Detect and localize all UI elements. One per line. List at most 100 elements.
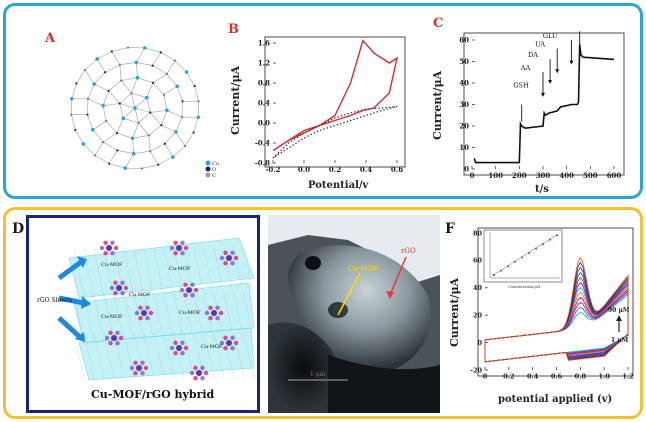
mof-node xyxy=(230,345,235,351)
rgo-sheets xyxy=(68,237,255,381)
cu-atom xyxy=(69,96,74,101)
bond xyxy=(134,107,151,113)
sheet-mesh xyxy=(93,292,105,344)
mof-node xyxy=(230,250,235,256)
bond xyxy=(111,51,121,65)
bond xyxy=(194,85,199,102)
bond xyxy=(184,132,194,147)
atom xyxy=(86,97,90,100)
bond xyxy=(108,80,122,92)
mof-node xyxy=(218,310,224,316)
sheet-mesh xyxy=(163,247,175,299)
cu-mof-label-4: Cu-MOF xyxy=(101,314,123,320)
x-tick-label: 200 xyxy=(512,171,527,180)
sheet-mesh xyxy=(83,332,95,379)
bond xyxy=(134,97,147,109)
bond xyxy=(87,84,95,99)
mof-node xyxy=(173,340,178,346)
hybrid-illustration-box: rGO Sheets Cu-MOF Cu-MOF Cu-MOF Cu-MOF C… xyxy=(26,215,260,413)
bond xyxy=(134,107,139,123)
atom xyxy=(140,167,144,170)
x-tick-label: 100 xyxy=(488,171,503,180)
mof-center xyxy=(186,287,192,293)
conc-low-label: 1 μM xyxy=(611,337,629,344)
inset-fit-line xyxy=(491,233,559,277)
bond xyxy=(131,92,147,98)
bond xyxy=(152,73,168,84)
sheet-mesh xyxy=(143,247,155,299)
atom xyxy=(115,131,119,135)
mof-node xyxy=(145,315,150,321)
cu-mof-label-5: Cu-MOF xyxy=(179,310,201,316)
bond xyxy=(92,129,104,143)
atom xyxy=(75,82,78,85)
top-panel-frame xyxy=(3,3,643,199)
bond xyxy=(84,69,95,85)
bond xyxy=(132,122,139,139)
mof-node xyxy=(180,350,185,356)
mof-node xyxy=(190,292,195,298)
bond xyxy=(71,83,77,99)
bond xyxy=(136,47,146,63)
mof-center xyxy=(116,285,122,291)
bond xyxy=(175,117,183,132)
atom xyxy=(102,141,105,144)
bond xyxy=(102,90,109,106)
atom xyxy=(193,84,196,88)
sheet-mesh xyxy=(173,332,185,379)
mof-node xyxy=(219,255,225,261)
bond xyxy=(97,51,112,60)
cu-mof-pointer xyxy=(337,272,361,316)
inset-point xyxy=(549,238,551,241)
annotation-group: GSHAADAUAGLUGSH xyxy=(513,31,581,122)
bond xyxy=(166,110,183,118)
mof-node xyxy=(120,280,125,286)
mof-node xyxy=(133,360,138,366)
mof-node xyxy=(208,315,213,321)
y-tick-label: 50 xyxy=(459,57,469,66)
bond xyxy=(92,120,107,130)
cu-mof-tem-label: Cu-MOF xyxy=(348,265,378,273)
series-group xyxy=(473,44,615,164)
x-tick-label: 0.4 xyxy=(360,165,372,174)
mof-center xyxy=(136,365,142,371)
bond xyxy=(160,52,176,61)
bond xyxy=(102,105,107,122)
annotation-label: GSH xyxy=(513,81,529,89)
annotation-label: DA xyxy=(528,51,538,59)
bond xyxy=(150,143,165,152)
bond xyxy=(144,47,161,53)
annotation-label: UA xyxy=(535,40,545,48)
bond xyxy=(133,150,151,154)
y-tick-label: -0.8 xyxy=(255,158,270,167)
mof-node xyxy=(193,287,199,293)
bottom-panel-frame xyxy=(3,207,643,419)
svg-text:Cu: Cu xyxy=(212,161,220,167)
inset-point xyxy=(535,247,537,250)
arrow-head xyxy=(555,69,560,74)
mof-node xyxy=(138,315,143,321)
atom xyxy=(120,79,123,82)
sheet-mesh xyxy=(103,292,115,344)
bond xyxy=(150,110,167,113)
cu-mof-label-2: Cu-MOF xyxy=(169,266,191,272)
y-axis-label: Current/μA xyxy=(432,71,444,140)
bond xyxy=(158,156,173,165)
bond xyxy=(164,143,174,158)
x-tick-label: 1.0 xyxy=(599,373,611,381)
svg-text:C: C xyxy=(212,173,216,179)
y-tick-label: 0 xyxy=(464,164,469,173)
bond xyxy=(105,120,118,134)
sheet-mesh xyxy=(123,247,135,299)
atom xyxy=(162,93,165,96)
atom xyxy=(180,116,184,119)
mof-center xyxy=(176,345,182,351)
y-tick-label: 20 xyxy=(473,311,483,319)
atom xyxy=(86,113,89,116)
inset-point xyxy=(507,265,509,268)
hybrid-illustration: rGO Sheets Cu-MOF Cu-MOF Cu-MOF Cu-MOF C… xyxy=(37,237,255,401)
x-tick-label: 0 xyxy=(483,373,488,381)
bond xyxy=(166,60,176,75)
sheet-mesh xyxy=(183,332,195,379)
